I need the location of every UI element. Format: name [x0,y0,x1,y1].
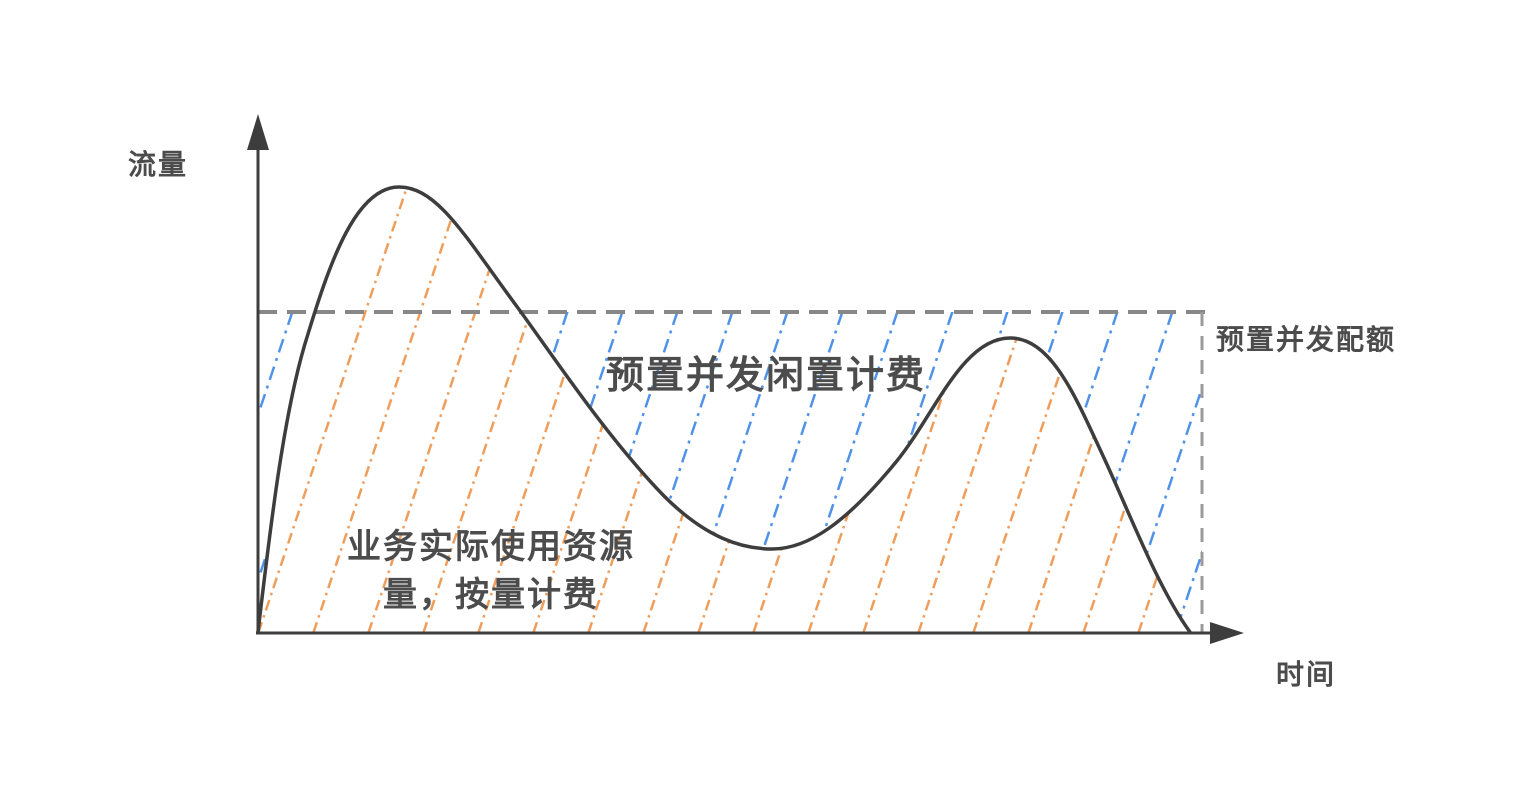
x-axis-label: 时间 [1276,659,1337,690]
traffic-curve [256,185,1192,634]
y-axis-label: 流量 [128,149,189,180]
y-axis-arrow-icon [247,114,269,150]
usage-billing-label-line2: 量，按量计费 [383,576,599,614]
x-axis-arrow-icon [1210,622,1244,644]
quota-line-label: 预置并发配额 [1216,324,1397,355]
usage-billing-label-line1: 业务实际使用资源 [347,528,635,566]
idle-billing-label: 预置并发闲置计费 [606,355,927,397]
usage-billing-label: 业务实际使用资源 量，按量计费 [326,523,656,619]
idle-region-hatch [0,119,1348,656]
